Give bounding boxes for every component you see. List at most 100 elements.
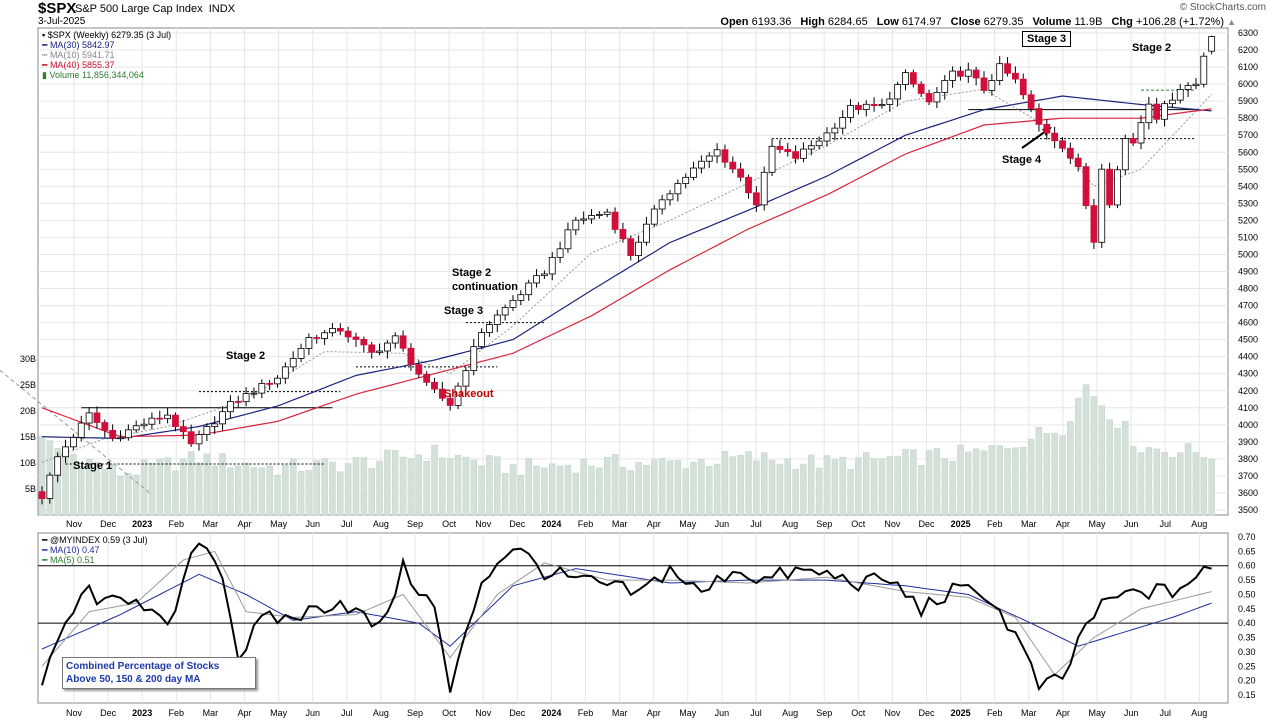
x-tick-label: Mar <box>1021 519 1037 529</box>
volume-bar <box>549 463 556 516</box>
candle-body <box>321 332 329 339</box>
volume-bar <box>1114 427 1121 516</box>
x-tick-label: Nov <box>475 519 492 529</box>
volume-bar <box>1012 447 1019 516</box>
volume-bar <box>1106 419 1113 516</box>
annotation-stage4: Stage 4 <box>1002 154 1042 166</box>
volume-tick-label: 10B <box>20 458 36 468</box>
indicator-tick-label: 0.25 <box>1238 661 1256 671</box>
ohlc-readout: Open 6193.36 High 6284.65 Low 6174.97 Cl… <box>714 16 1236 28</box>
candle-body <box>556 248 564 258</box>
x-tick-label: Sep <box>407 519 423 529</box>
candle-body <box>933 91 941 103</box>
candle-body <box>1027 94 1035 109</box>
candle-body <box>297 347 305 359</box>
x-tick-label: Oct <box>442 708 457 718</box>
candle-body <box>894 84 902 100</box>
volume-tick-label: 30B <box>20 354 36 364</box>
candle-body <box>242 393 250 403</box>
volume-bar <box>1027 438 1035 516</box>
volume-bar <box>996 445 1003 516</box>
candle-body <box>336 328 344 332</box>
indicator-info-box: Combined Percentage of Stocks Above 50, … <box>62 657 256 689</box>
volume-bar <box>556 465 564 516</box>
indicator-tick-label: 0.70 <box>1238 532 1256 542</box>
candle-body <box>156 417 164 420</box>
legend-volume: ▮ Volume 11,856,344,064 <box>42 70 144 80</box>
volume-bar <box>93 461 101 516</box>
volume-bar <box>140 459 148 516</box>
volume-bar <box>784 458 791 516</box>
candle-body <box>391 335 399 344</box>
price-tick-label: 4600 <box>1238 318 1258 328</box>
volume-bar <box>658 457 666 516</box>
annotation-stage1: Stage 1 <box>73 460 113 472</box>
x-tick-label: Oct <box>851 519 866 529</box>
volume-bar <box>902 449 909 516</box>
candle-body <box>148 417 156 425</box>
candle-body <box>635 241 642 257</box>
candle-body <box>101 422 109 431</box>
candle-body <box>179 426 187 433</box>
x-tick-label: May <box>679 519 697 529</box>
x-tick-label: Dec <box>918 708 935 718</box>
x-tick-label: Oct <box>851 708 866 718</box>
volume-bar <box>313 460 320 516</box>
candle-body <box>313 337 321 339</box>
candle-body <box>234 401 242 403</box>
x-tick-label: Apr <box>237 519 251 529</box>
candle-body <box>800 148 807 159</box>
x-tick-label: Sep <box>816 519 832 529</box>
chg-up-arrow-icon: ▲ <box>1227 17 1236 27</box>
candle-body <box>1059 140 1066 149</box>
ma30-line <box>41 95 1212 440</box>
x-tick-label: Jul <box>750 519 762 529</box>
annotation-stage3b: Stage 3 <box>1022 31 1072 47</box>
candle-body <box>431 381 438 390</box>
volume-bar <box>1059 435 1066 516</box>
volume-bar <box>344 463 352 516</box>
candle-body <box>344 330 352 338</box>
candle-body <box>941 79 949 93</box>
annotation-stage2a: Stage 2 <box>226 350 266 362</box>
volume-bar <box>603 456 611 516</box>
volume-bar <box>329 461 336 516</box>
volume-bar <box>384 449 391 516</box>
volume-bar <box>878 458 886 516</box>
volume-bar <box>289 458 297 516</box>
candle-body <box>752 192 760 206</box>
candle-body <box>62 446 69 458</box>
x-tick-label: Apr <box>647 519 661 529</box>
volume-bar <box>431 444 438 516</box>
candle-body <box>972 69 980 79</box>
x-tick-label: May <box>1088 519 1106 529</box>
volume-bar <box>195 462 203 516</box>
volume-bar <box>368 468 375 516</box>
candle-body <box>93 412 101 423</box>
candle-body <box>745 176 752 194</box>
x-tick-label: Mar <box>203 519 219 529</box>
volume-bar <box>1020 446 1027 516</box>
x-tick-label: Dec <box>100 708 117 718</box>
volume-bar <box>132 474 140 516</box>
volume-bar <box>187 451 195 516</box>
candle-body <box>870 103 878 107</box>
volume-bar <box>415 454 423 516</box>
candle-body <box>172 414 179 428</box>
volume-bar <box>1004 448 1011 516</box>
volume-bar <box>1192 452 1200 516</box>
volume-bar <box>870 458 878 516</box>
price-tick-label: 4900 <box>1238 267 1258 277</box>
candle-body <box>274 377 281 385</box>
volume-bar <box>713 463 721 516</box>
legend-top: ▪ $SPX (Weekly) 6279.35 (3 Jul) ━ MA(30)… <box>42 30 171 80</box>
volume-bar <box>768 459 776 516</box>
candle-body <box>203 426 211 435</box>
volume-bar <box>439 457 446 516</box>
volume-bar <box>274 474 281 516</box>
volume-bar <box>588 465 595 516</box>
price-tick-label: 5700 <box>1238 130 1258 140</box>
price-tick-label: 4400 <box>1238 352 1258 362</box>
x-tick-label: Nov <box>884 708 901 718</box>
candle-body <box>446 397 454 406</box>
